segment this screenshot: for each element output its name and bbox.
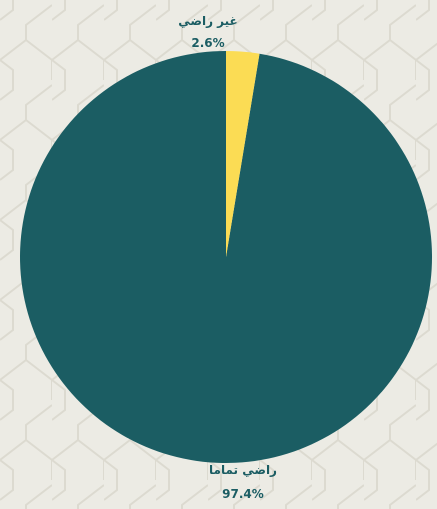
slice-label-fully-satisfied: راضي تماما bbox=[209, 463, 277, 477]
pie-slices bbox=[20, 51, 433, 463]
pie-slice-1 bbox=[226, 51, 260, 257]
slice-value-not-satisfied: 2.6% bbox=[191, 36, 224, 50]
slice-value-fully-satisfied: 97.4% bbox=[222, 487, 264, 501]
slice-label-not-satisfied: غير راضي bbox=[178, 14, 238, 28]
pie-slice-0 bbox=[20, 51, 433, 463]
slice-labels: غير راضي 2.6% راضي تماما 97.4% bbox=[178, 14, 277, 501]
